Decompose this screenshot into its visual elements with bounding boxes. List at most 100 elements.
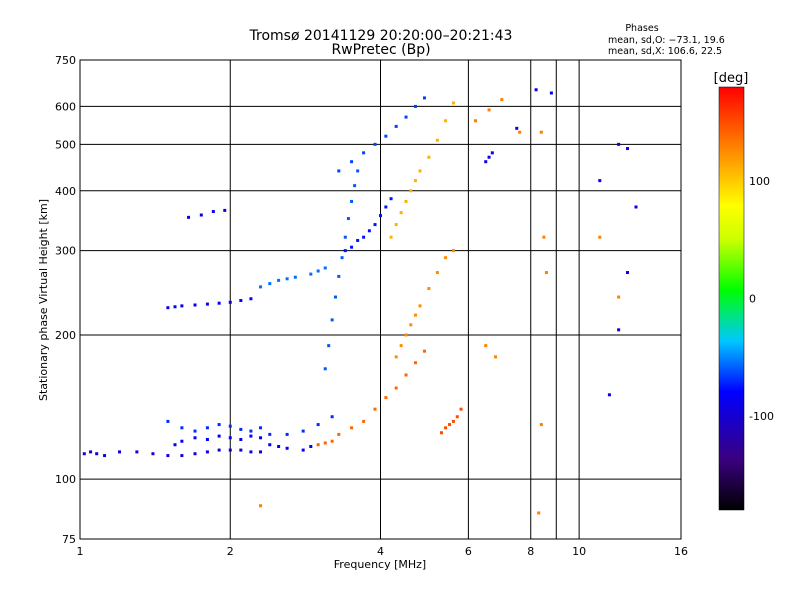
- data-point: [350, 199, 354, 203]
- data-point: [418, 304, 422, 308]
- data-point: [82, 452, 86, 456]
- data-point: [340, 256, 344, 260]
- data-point: [217, 301, 221, 305]
- data-point: [301, 448, 305, 452]
- data-point: [323, 266, 327, 270]
- data-point: [409, 189, 413, 193]
- data-point: [427, 287, 431, 291]
- data-point: [330, 318, 334, 322]
- x-axis-label: Frequency [MHz]: [334, 558, 426, 571]
- data-point: [399, 344, 403, 348]
- data-point: [187, 215, 191, 219]
- y-tick-label: 75: [62, 533, 76, 546]
- y-tick-label: 100: [55, 473, 76, 486]
- data-point: [515, 126, 519, 130]
- data-point: [384, 205, 388, 209]
- data-point: [285, 446, 289, 450]
- data-point: [389, 197, 393, 201]
- data-point: [487, 155, 491, 159]
- data-point: [500, 98, 504, 102]
- data-point: [394, 223, 398, 227]
- phases-x-stats: mean, sd,X: 106.6, 22.5: [608, 46, 722, 57]
- data-point: [309, 272, 313, 276]
- data-point: [413, 104, 417, 108]
- data-point: [534, 88, 538, 92]
- data-point: [337, 432, 341, 436]
- data-point: [293, 275, 297, 279]
- colorbar-label: [deg]: [714, 71, 749, 86]
- data-point: [249, 434, 253, 438]
- data-point: [228, 436, 232, 440]
- data-point: [487, 108, 491, 112]
- y-tick-label: 400: [55, 185, 76, 198]
- data-point: [346, 217, 350, 221]
- data-point: [404, 115, 408, 119]
- data-point: [239, 427, 243, 431]
- data-point: [205, 450, 209, 454]
- data-point: [384, 396, 388, 400]
- data-point: [217, 448, 221, 452]
- data-point: [389, 235, 393, 239]
- data-point: [394, 124, 398, 128]
- data-point: [173, 443, 177, 447]
- data-point: [268, 282, 272, 286]
- data-point: [343, 235, 347, 239]
- y-tick-label: 500: [55, 138, 76, 151]
- data-point: [598, 235, 602, 239]
- y-axis-label: Stationary phase Virtual Height [km]: [37, 199, 50, 401]
- chart-subtitle: RwPretec (Bp): [331, 42, 430, 58]
- data-point: [323, 367, 327, 371]
- data-point: [404, 199, 408, 203]
- data-point: [277, 444, 281, 448]
- data-point: [440, 431, 444, 435]
- phases-title: Phases: [625, 23, 658, 34]
- data-point: [379, 214, 382, 218]
- data-point: [539, 130, 543, 134]
- colorbar-tick-label: -100: [749, 410, 774, 423]
- data-point: [330, 415, 334, 419]
- data-point: [118, 450, 122, 454]
- data-point: [193, 303, 197, 307]
- colorbar-tick-label: 0: [749, 293, 756, 306]
- colorbar-tick-labels: 100 0 -100: [749, 175, 774, 423]
- data-point: [634, 205, 638, 209]
- x-tick-label: 10: [572, 545, 586, 558]
- data-point: [268, 443, 272, 447]
- data-point: [617, 328, 621, 332]
- data-point: [323, 441, 327, 445]
- y-tick-label: 200: [55, 329, 76, 342]
- data-point: [404, 333, 408, 337]
- x-tick-label: 1: [77, 545, 84, 558]
- data-point: [451, 249, 455, 253]
- data-point: [259, 285, 263, 289]
- data-point: [549, 91, 553, 95]
- data-point: [285, 277, 289, 281]
- data-point: [285, 432, 289, 436]
- data-point: [316, 443, 320, 447]
- data-point: [277, 278, 281, 282]
- data-point: [625, 271, 629, 275]
- data-point: [394, 386, 398, 390]
- data-point: [353, 184, 357, 188]
- data-point: [362, 151, 366, 155]
- data-point: [259, 436, 263, 440]
- data-point: [484, 160, 488, 164]
- data-point: [166, 419, 170, 423]
- data-point: [451, 101, 455, 105]
- data-point: [330, 439, 334, 443]
- data-point: [239, 448, 243, 452]
- data-point: [413, 179, 417, 183]
- data-point: [444, 256, 448, 260]
- data-point: [166, 454, 170, 458]
- data-point: [217, 434, 221, 438]
- data-point: [228, 448, 232, 452]
- data-point: [459, 407, 463, 411]
- data-point: [444, 119, 448, 123]
- data-point: [373, 223, 377, 227]
- data-point: [217, 423, 221, 427]
- data-point: [180, 304, 184, 308]
- data-point: [193, 452, 197, 456]
- x-tick-labels: 1 2 4 6 8 10 16: [77, 545, 689, 558]
- data-point: [180, 439, 184, 443]
